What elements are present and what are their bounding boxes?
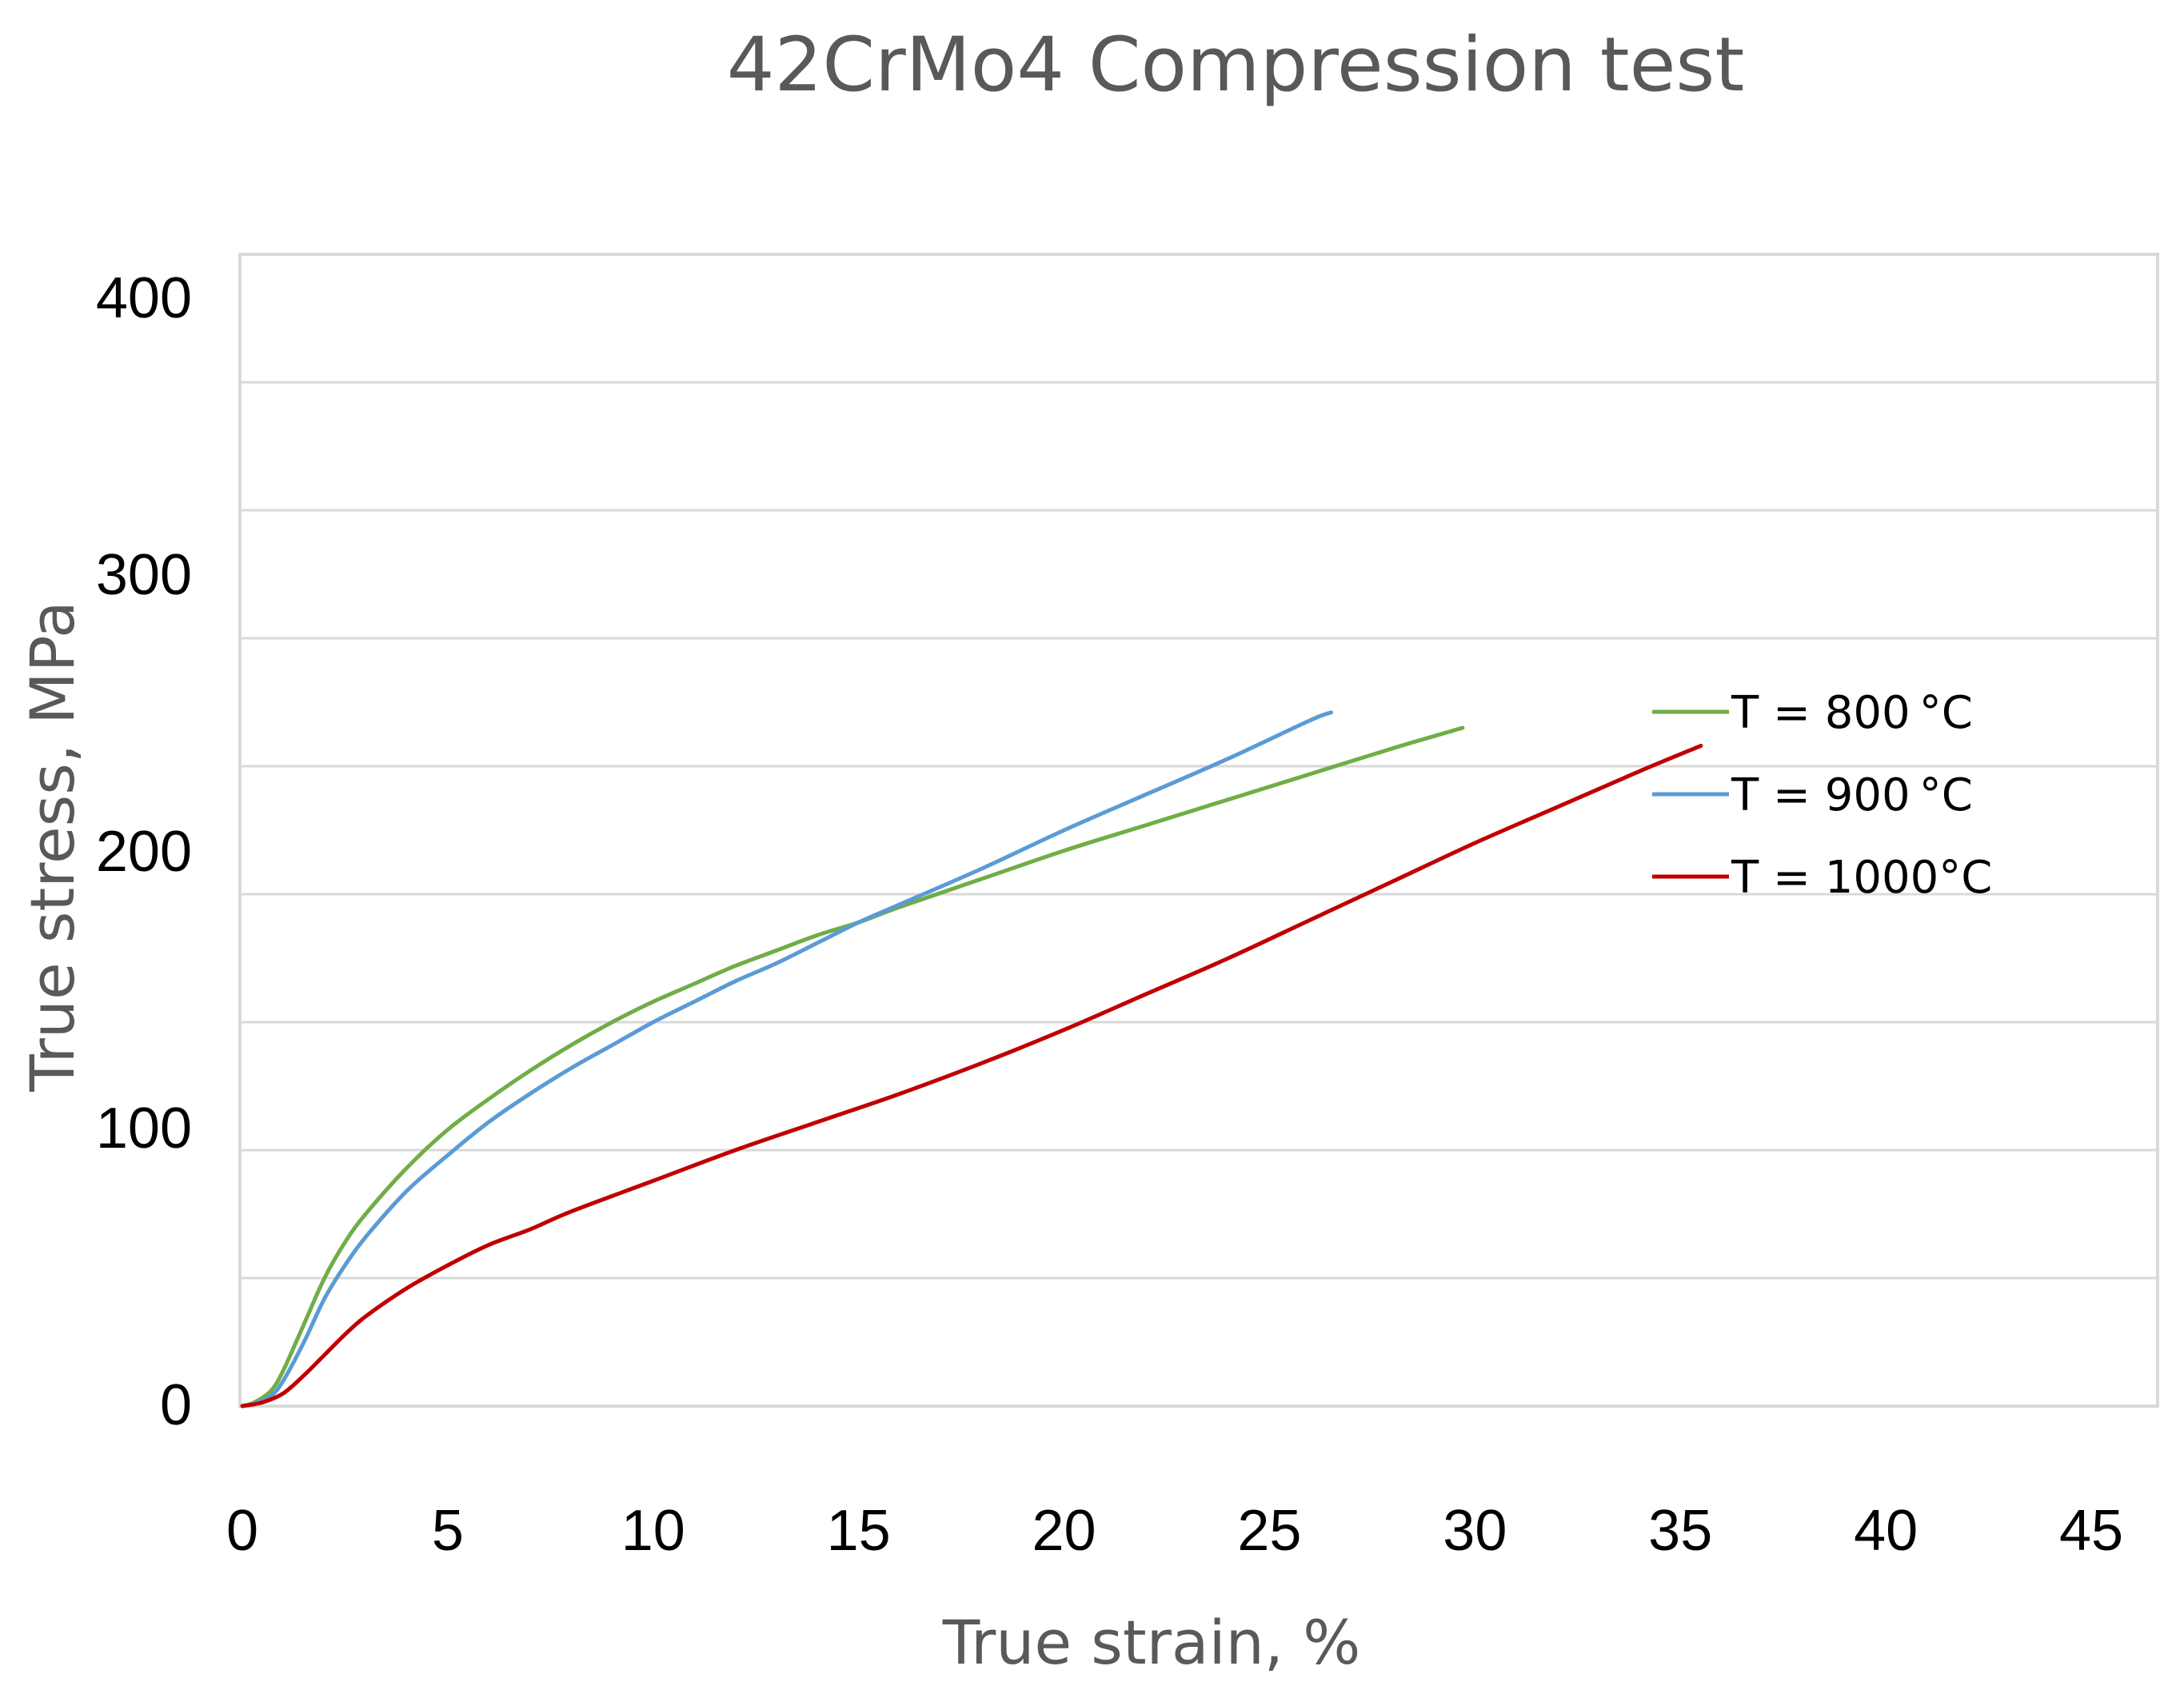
y-tick-label: 200	[96, 820, 192, 884]
y-tick-label: 0	[160, 1373, 192, 1437]
y-axis-ticks: 0 100 200 300 400	[96, 266, 192, 1437]
x-tick-label: 45	[2059, 1499, 2123, 1563]
x-axis-ticks: 0 5 10 15 20 25 30 35 40 45	[226, 1499, 2123, 1563]
legend-label-0: T = 800 °C	[1731, 687, 1973, 739]
series-line-0	[240, 725, 1465, 1408]
series-line-2	[240, 743, 1703, 1408]
x-tick-label: 25	[1237, 1499, 1301, 1563]
legend-label-2: T = 1000°C	[1731, 852, 1992, 904]
plot-area-border	[238, 253, 2159, 1408]
y-tick-label: 400	[96, 266, 192, 330]
x-tick-label: 40	[1854, 1499, 1918, 1563]
legend: T = 800 °C T = 900 °C T = 1000°C	[1652, 687, 1992, 904]
series-lines	[240, 710, 1703, 1408]
y-tick-label: 100	[96, 1097, 192, 1161]
x-tick-label: 10	[621, 1499, 685, 1563]
x-tick-label: 30	[1443, 1499, 1507, 1563]
x-tick-label: 20	[1032, 1499, 1096, 1563]
legend-label-1: T = 900 °C	[1731, 769, 1973, 821]
x-tick-label: 5	[432, 1499, 464, 1563]
x-tick-label: 15	[827, 1499, 891, 1563]
x-tick-label: 0	[226, 1499, 258, 1563]
series-line-1	[240, 710, 1333, 1408]
chart-title: 42CrMo4 Compression test	[727, 22, 1745, 109]
x-tick-label: 35	[1648, 1499, 1712, 1563]
y-axis-label: True stress, MPa	[17, 601, 88, 1092]
y-tick-label: 300	[96, 543, 192, 607]
x-axis-label: True strain, %	[942, 1607, 1361, 1678]
